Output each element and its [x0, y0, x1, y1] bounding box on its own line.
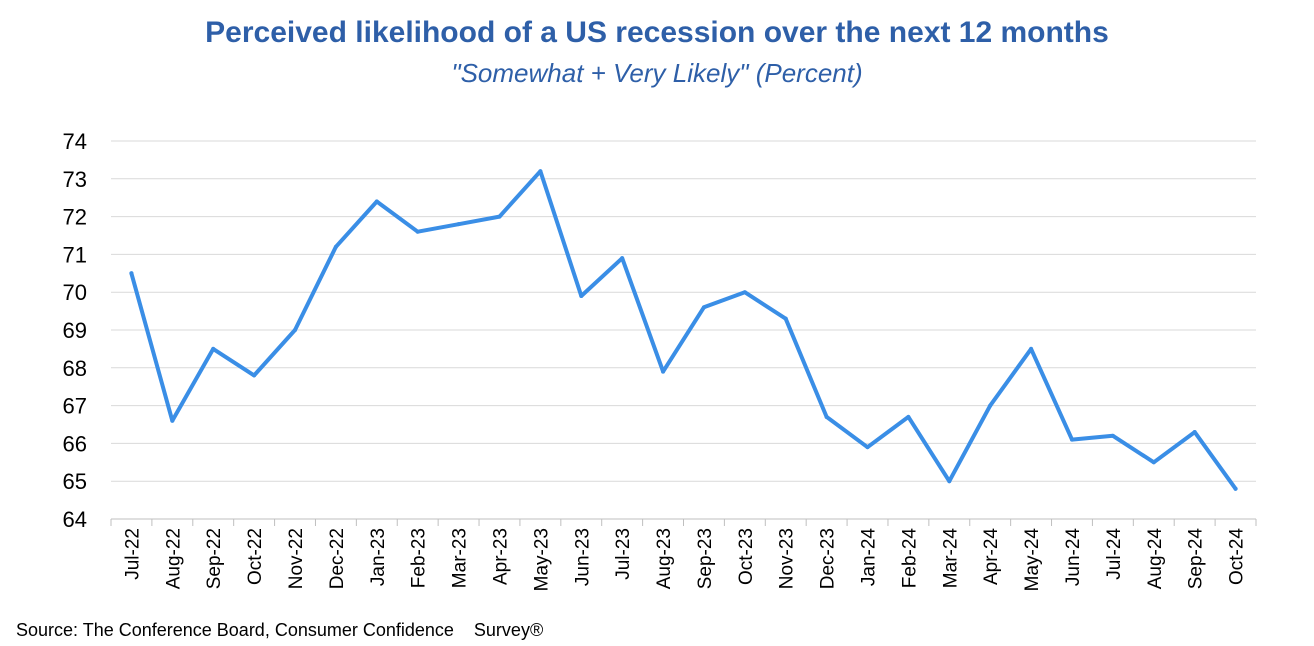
x-tick-label: Aug-23: [654, 528, 675, 589]
data-point: [1192, 430, 1197, 435]
x-tick-label: Apr-24: [981, 528, 1002, 585]
data-point: [620, 256, 625, 261]
y-tick-label: 67: [63, 394, 87, 419]
x-tick-label: Dec-23: [818, 528, 839, 589]
y-tick-label: 68: [63, 356, 87, 381]
data-point: [906, 414, 911, 419]
x-tick-label: Aug-22: [163, 528, 184, 589]
data-point: [579, 293, 584, 298]
x-tick-label: Jan-23: [368, 528, 389, 586]
data-point: [129, 271, 134, 276]
x-tick-label: Oct-22: [245, 528, 266, 585]
data-point: [865, 445, 870, 450]
source-note: Source: The Conference Board, Consumer C…: [16, 620, 544, 640]
data-point: [293, 328, 298, 332]
data-point: [1233, 486, 1238, 491]
data-point: [1029, 346, 1034, 351]
data-point: [1069, 437, 1074, 442]
x-tick-label: Jul-23: [613, 528, 634, 580]
y-tick-label: 69: [63, 318, 87, 343]
y-tick-label: 73: [63, 167, 87, 192]
data-point: [374, 199, 379, 204]
data-point: [742, 290, 747, 295]
y-tick-label: 71: [63, 242, 87, 267]
data-point: [1151, 460, 1156, 465]
data-point: [456, 222, 461, 227]
data-point: [497, 214, 502, 219]
x-tick-label: Sep-23: [695, 528, 716, 589]
x-tick-label: Jul-22: [122, 528, 143, 580]
chart-title: Perceived likelihood of a US recession o…: [205, 16, 1109, 49]
x-tick-label: Nov-22: [286, 528, 307, 589]
chart-subtitle: "Somewhat + Very Likely" (Percent): [451, 58, 863, 88]
y-tick-label: 64: [63, 507, 87, 532]
x-tick-label: Oct-24: [1227, 528, 1248, 585]
y-tick-label: 74: [63, 129, 87, 154]
x-tick-label: Aug-24: [1145, 528, 1166, 590]
y-tick-label: 70: [63, 280, 87, 305]
x-tick-label: Sep-24: [1186, 528, 1207, 590]
x-tick-label: Oct-23: [736, 528, 757, 585]
data-point: [211, 346, 216, 351]
x-tick-label: Jul-24: [1104, 528, 1125, 580]
x-tick-label: Feb-23: [409, 528, 430, 588]
data-point: [538, 169, 543, 174]
x-tick-label: Dec-22: [327, 528, 348, 589]
data-point: [783, 316, 788, 321]
x-tick-label: Jun-23: [572, 528, 593, 586]
x-tick-label: Sep-22: [204, 528, 225, 589]
data-point: [988, 403, 993, 408]
data-point: [170, 418, 175, 423]
y-tick-label: 65: [63, 469, 87, 494]
y-tick-label: 72: [63, 205, 87, 230]
x-tick-label: May-24: [1022, 528, 1043, 592]
x-tick-label: Jun-24: [1063, 528, 1084, 587]
data-point: [252, 373, 257, 378]
x-tick-label: Nov-23: [777, 528, 798, 589]
data-point: [701, 305, 706, 310]
x-tick-label: Feb-24: [899, 528, 920, 589]
x-tick-label: May-23: [531, 528, 552, 591]
y-tick-label: 66: [63, 431, 87, 456]
data-point: [824, 414, 829, 419]
data-point: [661, 369, 666, 374]
data-point: [1110, 433, 1115, 438]
data-point: [947, 479, 952, 484]
data-point: [333, 244, 338, 249]
x-tick-label: Mar-23: [450, 528, 471, 588]
x-tick-label: Jan-24: [859, 528, 880, 587]
series-line: [129, 169, 1238, 491]
x-tick-label: Mar-24: [940, 528, 961, 589]
data-point: [415, 229, 420, 234]
x-tick-label: Apr-23: [490, 528, 511, 585]
